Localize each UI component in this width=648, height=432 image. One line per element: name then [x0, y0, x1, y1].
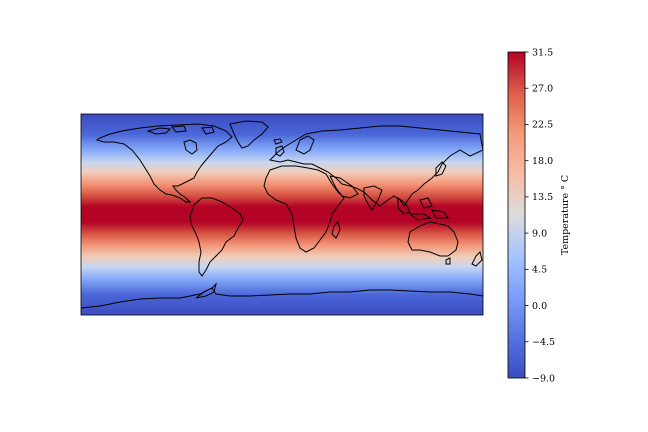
- colorbar-ticks: 31.5 27.0 22.5 18.0 13.5 9.0 4.5 0.0 −4.5 −9.0: [525, 47, 555, 384]
- coastline-british-isles: [275, 145, 285, 157]
- colorbar-tick-label: 31.5: [532, 47, 553, 58]
- coastline-south-america: [189, 197, 244, 277]
- coastline-antarctica: [81, 287, 483, 309]
- coastline-greenland: [229, 120, 269, 149]
- coastline-india: [363, 185, 383, 211]
- colorbar-tick-label: 27.0: [532, 84, 553, 95]
- colorbar-tick-label: −9.0: [532, 373, 555, 384]
- coastline-arabia: [329, 175, 359, 199]
- colorbar: 31.5 27.0 22.5 18.0 13.5 9.0 4.5 0.0 −4.5 −9.0 Te…: [507, 47, 571, 384]
- coastline-hudson-bay: [183, 139, 198, 155]
- colorbar-tick-label: 9.0: [532, 228, 547, 239]
- colorbar-tick-label: 13.5: [532, 192, 553, 203]
- coastline-iceland: [273, 138, 283, 145]
- coastline-africa: [263, 165, 345, 253]
- colorbar-tick-label: 22.5: [532, 120, 553, 131]
- coastline-arctic-islands: [146, 125, 215, 135]
- coastline-se-asia: [397, 197, 449, 221]
- map-axes: [80, 113, 484, 316]
- coastline-north-america: [95, 123, 233, 203]
- colorbar-tick-label: 18.0: [532, 156, 553, 167]
- coastlines: [81, 120, 483, 309]
- coastline-japan: [435, 161, 447, 177]
- coastline-madagascar: [331, 221, 341, 239]
- colorbar-gradient: [507, 51, 526, 379]
- colorbar-tick-label: 4.5: [532, 265, 547, 276]
- coastline-new-zealand: [445, 251, 483, 267]
- map-frame: [80, 113, 484, 316]
- colorbar-tick-label: −4.5: [532, 337, 555, 348]
- coastline-australia: [407, 221, 459, 257]
- coastline-scandinavia: [295, 135, 315, 155]
- colorbar-tick-label: 0.0: [532, 301, 547, 312]
- colorbar-label: Temperature ° C: [560, 175, 571, 255]
- coastline-eurasia: [268, 125, 483, 207]
- coastline-antarctic-peninsula: [195, 282, 217, 299]
